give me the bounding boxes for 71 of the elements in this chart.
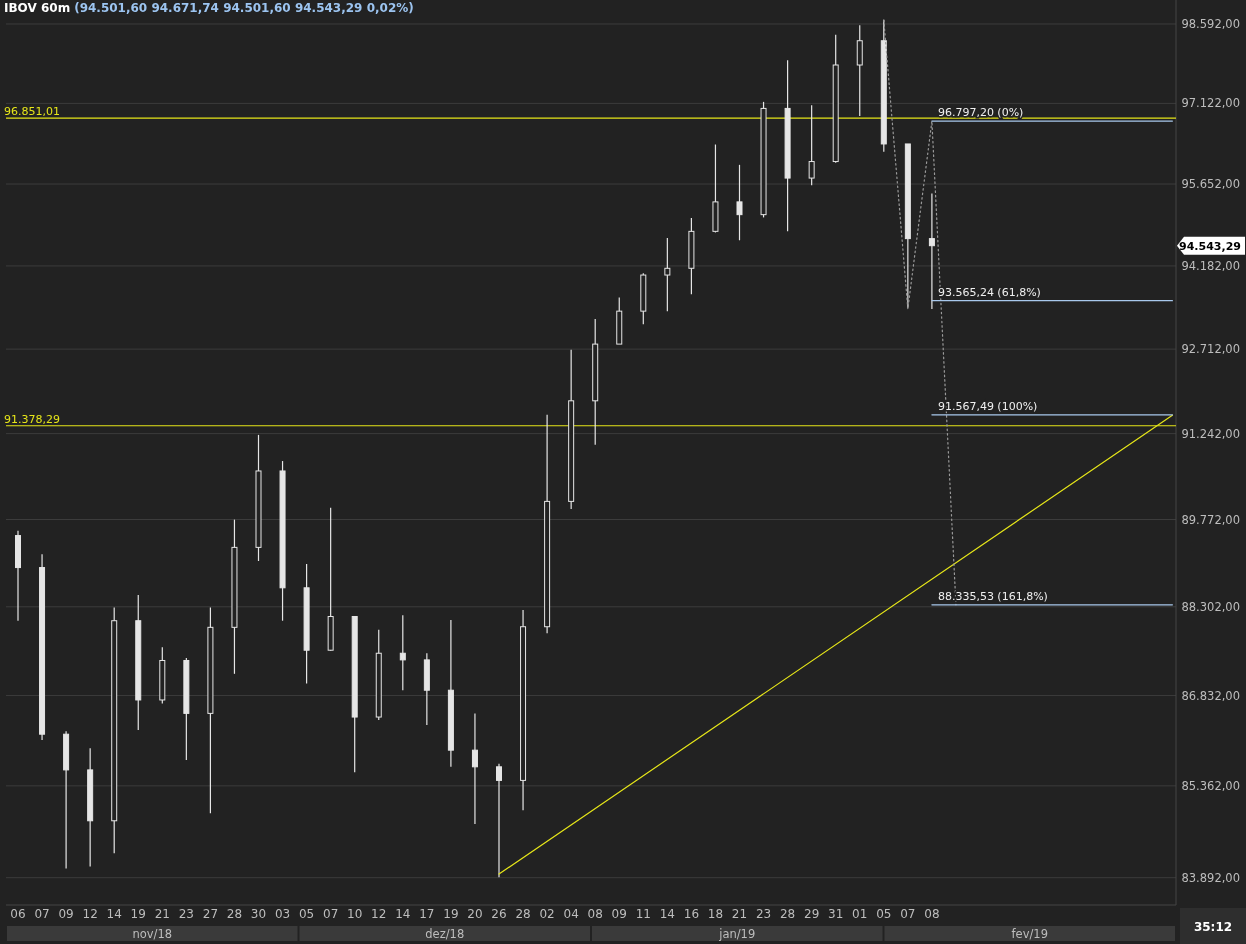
y-tick-label: 92.712,00 xyxy=(1181,342,1240,357)
x-tick-label: 28 xyxy=(226,907,243,921)
x-tick-label: 19 xyxy=(130,907,146,921)
x-tick-label: 11 xyxy=(635,907,651,921)
y-tick-label: 98.592,00 xyxy=(1181,16,1240,31)
candlestick xyxy=(399,614,406,691)
x-tick-label: 12 xyxy=(82,907,98,921)
y-tick-label: 91.242,00 xyxy=(1181,426,1240,441)
candlestick xyxy=(496,763,502,878)
x-tick-label: 14 xyxy=(106,907,122,921)
x-tick-label: 08 xyxy=(924,907,940,921)
x-tick-label: 31 xyxy=(828,907,844,921)
x-tick-label: 01 xyxy=(852,907,868,921)
x-tick-label: 03 xyxy=(274,907,291,921)
x-tick-label: 21 xyxy=(154,907,170,921)
x-tick-label: 09 xyxy=(611,907,627,921)
candlestick xyxy=(928,192,935,310)
timer-box: 35:12 xyxy=(1180,908,1246,944)
x-tick-label: 12 xyxy=(371,907,387,921)
candlestick xyxy=(471,712,478,825)
x-tick-label: 20 xyxy=(467,907,483,921)
y-tick-label: 86.832,00 xyxy=(1181,688,1240,703)
chart-subtitle: (94.501,60 94.671,74 94.501,60 94.543,29 0,02%) xyxy=(74,1,414,15)
y-tick-label: 89.772,00 xyxy=(1181,512,1240,527)
y-tick-label: 95.652,00 xyxy=(1181,177,1240,192)
x-tick-label: 05 xyxy=(876,907,892,921)
series-label: 88.335,53 (161,8%) xyxy=(937,589,1048,603)
x-tick-label: 05 xyxy=(298,907,315,921)
x-tick-label: 28 xyxy=(779,907,796,921)
x-tick-label: 07 xyxy=(323,907,339,921)
x-tick-label: 27 xyxy=(202,907,219,921)
x-tick-label: 26 xyxy=(491,907,507,921)
x-tick-label: 21 xyxy=(731,907,748,921)
x-tick-label: 29 xyxy=(804,907,820,921)
x-tick-label: 28 xyxy=(515,907,531,921)
x-tick-label: 09 xyxy=(58,907,74,921)
y-tick-label: 97.122,00 xyxy=(1181,96,1240,111)
x-tick-label: 07 xyxy=(34,907,50,921)
x-tick-label: 18 xyxy=(707,907,724,921)
x-tick-label: 10 xyxy=(347,907,363,921)
month-tab: fev/19 xyxy=(884,926,1175,941)
month-tab: nov/18 xyxy=(7,926,298,941)
x-tick-label: 06 xyxy=(10,907,26,921)
chart-title: IBOV 60m xyxy=(4,1,71,15)
x-tick-label: 14 xyxy=(659,907,675,921)
x-tick-label: 07 xyxy=(900,907,916,921)
x-tick-label: 23 xyxy=(755,907,772,921)
x-tick-label: 23 xyxy=(178,907,194,921)
ref-line-label: 91.378,29 xyxy=(4,412,60,426)
series-label: 93.565,24 (61,8%) xyxy=(937,285,1041,299)
x-tick-label: 17 xyxy=(419,907,435,921)
y-tick-label: 85.362,00 xyxy=(1181,778,1240,793)
x-tick-label: 30 xyxy=(250,907,267,921)
candlestick xyxy=(736,164,743,241)
month-tab: jan/19 xyxy=(592,926,883,941)
series-label: 91.567,49 (100%) xyxy=(937,399,1038,413)
x-tick-label: 19 xyxy=(443,907,459,921)
y-tick-label: 88.302,00 xyxy=(1181,599,1240,614)
x-tick-label: 08 xyxy=(587,907,603,921)
x-tick-label: 02 xyxy=(539,907,555,921)
y-tick-label: 94.182,00 xyxy=(1181,258,1240,273)
y-tick-label: 83.892,00 xyxy=(1181,870,1240,885)
series-label: 96.797,20 (0%) xyxy=(937,106,1024,120)
x-tick-label: 04 xyxy=(563,907,579,921)
candlestick xyxy=(664,237,671,312)
text: 94.543,29 xyxy=(1179,239,1241,253)
x-tick-label: 14 xyxy=(395,907,411,921)
ref-line-label: 96.851,01 xyxy=(4,105,60,119)
month-tab: dez/18 xyxy=(299,926,590,941)
x-tick-label: 16 xyxy=(683,907,700,921)
candlestick xyxy=(808,104,815,186)
